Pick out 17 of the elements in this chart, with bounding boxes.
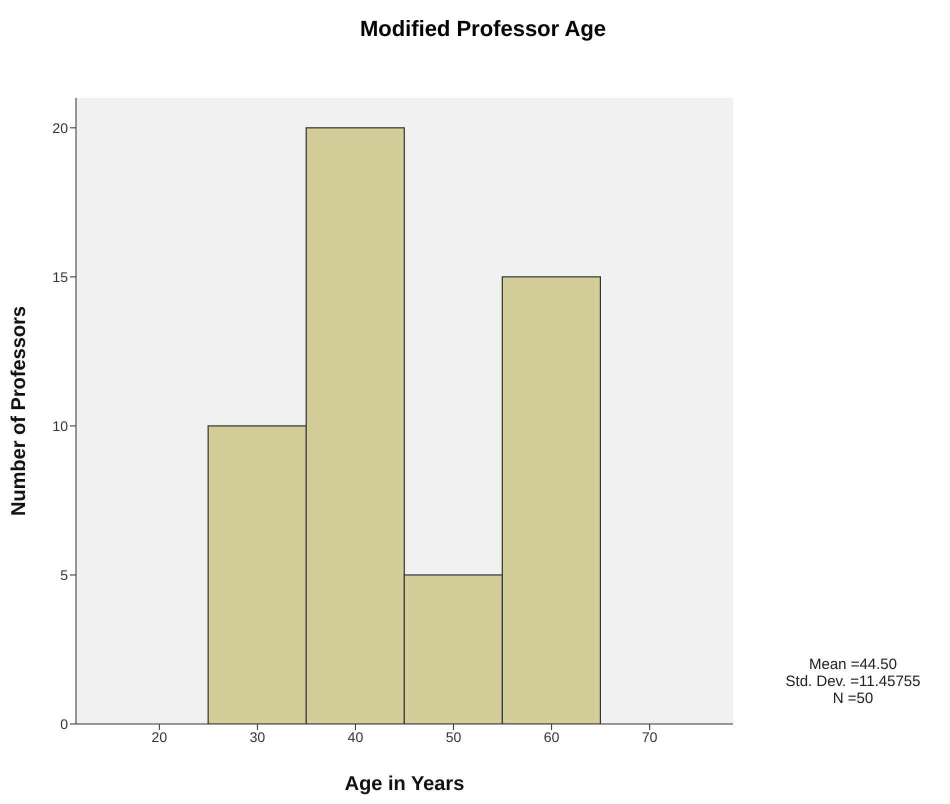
y-tick-label: 15 (52, 268, 68, 285)
chart-title: Modified Professor Age (358, 16, 608, 42)
x-tick-label: 60 (544, 728, 560, 745)
y-tick-label: 0 (60, 716, 68, 732)
x-tick-label: 30 (250, 728, 266, 745)
y-tick-label: 20 (52, 120, 68, 136)
text: N =50 (832, 690, 874, 707)
y-axis-title: Number of Professors (8, 306, 30, 516)
x-tick-label: 20 (152, 728, 168, 745)
text: Mean =44.50 (808, 656, 898, 673)
x-tick-label: 50 (446, 728, 462, 745)
y-tick-label: 5 (60, 566, 68, 583)
x-tick-label: 70 (642, 728, 658, 745)
x-axis-title: Age in Years (344, 773, 464, 795)
text: Std. Dev. =11.45755 (784, 673, 922, 690)
x-tick-label: 40 (348, 728, 364, 745)
y-tick-label: 10 (52, 418, 68, 434)
